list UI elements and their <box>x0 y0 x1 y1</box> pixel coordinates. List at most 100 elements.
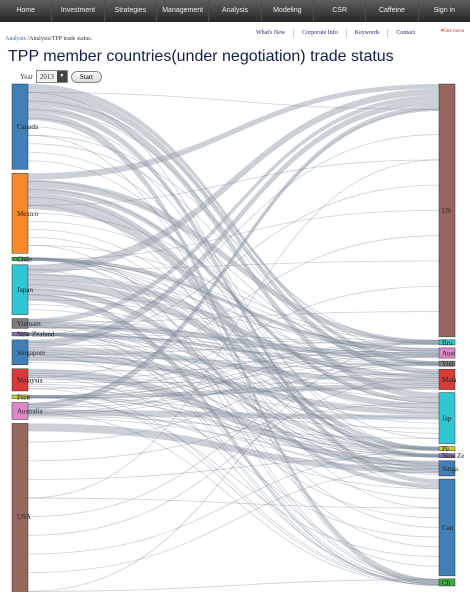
flow-link <box>27 100 440 355</box>
flow-link <box>27 353 440 407</box>
flow-band <box>28 383 439 399</box>
flow-link <box>27 403 440 490</box>
nav-strategies[interactable]: Strategies <box>105 0 157 22</box>
flow-link <box>27 210 440 261</box>
source-node-mexico[interactable] <box>11 173 29 254</box>
flow-link <box>27 258 440 366</box>
flow-band <box>28 257 439 353</box>
flow-link <box>27 340 440 356</box>
target-node-mala[interactable] <box>438 368 456 390</box>
nav-modeling[interactable]: Modeling <box>262 0 314 22</box>
corporate-info-link[interactable]: Corporate Info <box>293 29 346 37</box>
source-node-chile[interactable] <box>11 257 29 262</box>
target-node-viet[interactable] <box>438 360 456 367</box>
flow-link <box>27 354 440 581</box>
flow-link <box>27 134 440 336</box>
target-node-ch[interactable] <box>438 578 456 587</box>
flow-band <box>28 99 439 348</box>
target-label-pe: Pe <box>442 445 449 453</box>
flow-link <box>27 196 440 457</box>
source-label-usa: USA <box>17 513 31 521</box>
flow-link <box>27 244 440 341</box>
flow-band <box>28 95 439 325</box>
source-node-usa[interactable] <box>11 423 29 592</box>
breadcrumb-analysis-link[interactable]: Analysis <box>5 36 26 42</box>
flow-link <box>27 333 440 399</box>
year-value: 2013 <box>39 72 54 81</box>
flow-link <box>27 395 440 584</box>
flow-link <box>27 386 440 474</box>
target-node-jap[interactable] <box>438 392 456 444</box>
flow-link <box>27 289 440 475</box>
flow-link <box>27 324 440 372</box>
flow-link <box>27 381 440 384</box>
flow-link <box>27 449 440 555</box>
flow-link <box>27 456 440 480</box>
flow-link <box>27 269 440 548</box>
flow-link <box>27 344 440 358</box>
flow-band <box>28 353 439 415</box>
flow-band <box>28 368 439 468</box>
start-button[interactable]: Start <box>70 70 103 83</box>
flow-link <box>27 204 440 509</box>
flow-link <box>27 257 440 472</box>
flow-link <box>27 325 440 450</box>
flow-link <box>27 92 440 490</box>
flow-link <box>27 387 440 399</box>
flow-band <box>28 332 439 367</box>
flow-link <box>27 323 440 354</box>
nav-investment[interactable]: Investment <box>52 0 105 22</box>
source-node-peru[interactable] <box>11 394 29 399</box>
flow-link <box>27 388 440 583</box>
flow-link <box>27 143 440 364</box>
flow-link <box>27 325 440 465</box>
target-node-singa[interactable] <box>438 460 456 477</box>
target-node-us[interactable] <box>438 83 456 338</box>
target-node-can[interactable] <box>438 478 456 577</box>
target-node-aust[interactable] <box>438 347 456 359</box>
site-menu-label: Site menu <box>443 29 465 34</box>
flow-link <box>27 160 440 457</box>
source-node-vietnam[interactable] <box>11 318 29 329</box>
flow-link <box>27 467 440 574</box>
source-node-canada[interactable] <box>11 83 29 170</box>
flow-link <box>27 394 440 450</box>
nav-management[interactable]: Management <box>157 0 210 22</box>
flow-link <box>27 332 440 468</box>
target-node-bru[interactable] <box>438 339 456 346</box>
nav-sign-in[interactable]: Sign in <box>433 7 455 14</box>
flow-link <box>27 109 440 374</box>
source-node-malaysia[interactable] <box>11 368 29 392</box>
nav-analysis[interactable]: Analysis <box>209 0 262 22</box>
flow-link <box>27 274 440 352</box>
flow-link <box>27 343 440 414</box>
flow-link <box>27 377 440 538</box>
nav-csr[interactable]: CSR <box>314 0 367 22</box>
whats-new-link[interactable]: What's New <box>256 30 286 36</box>
source-node-australia[interactable] <box>11 402 29 420</box>
target-label-us: US <box>442 207 451 215</box>
year-select[interactable]: 2013 ▼ <box>35 70 68 83</box>
source-node-new-zealand[interactable] <box>11 332 29 337</box>
target-node-new-ze[interactable] <box>438 453 456 458</box>
breadcrumb-rest: /Analysis/TPP trade status. <box>26 36 93 42</box>
target-label-singa: Singa <box>442 465 459 473</box>
flow-link <box>27 319 440 364</box>
flow-link <box>27 212 440 357</box>
flow-link <box>27 349 440 448</box>
keywords-link[interactable]: Keywords <box>345 29 388 37</box>
target-node-pe[interactable] <box>438 446 456 451</box>
source-node-japan[interactable] <box>11 264 29 315</box>
nav-caffeine[interactable]: Caffeine <box>366 0 419 22</box>
site-menu-link[interactable]: ♥Site menu <box>441 29 464 34</box>
contact-link[interactable]: Contact <box>387 29 423 37</box>
flow-link <box>27 260 440 271</box>
flow-links <box>27 92 440 592</box>
source-node-singapore[interactable] <box>11 339 29 366</box>
flow-link <box>27 108 440 405</box>
flow-link <box>27 257 440 448</box>
flow-link <box>27 339 440 592</box>
flow-link <box>27 372 440 419</box>
flow-band <box>28 423 439 474</box>
nav-home[interactable]: Home <box>0 0 53 22</box>
